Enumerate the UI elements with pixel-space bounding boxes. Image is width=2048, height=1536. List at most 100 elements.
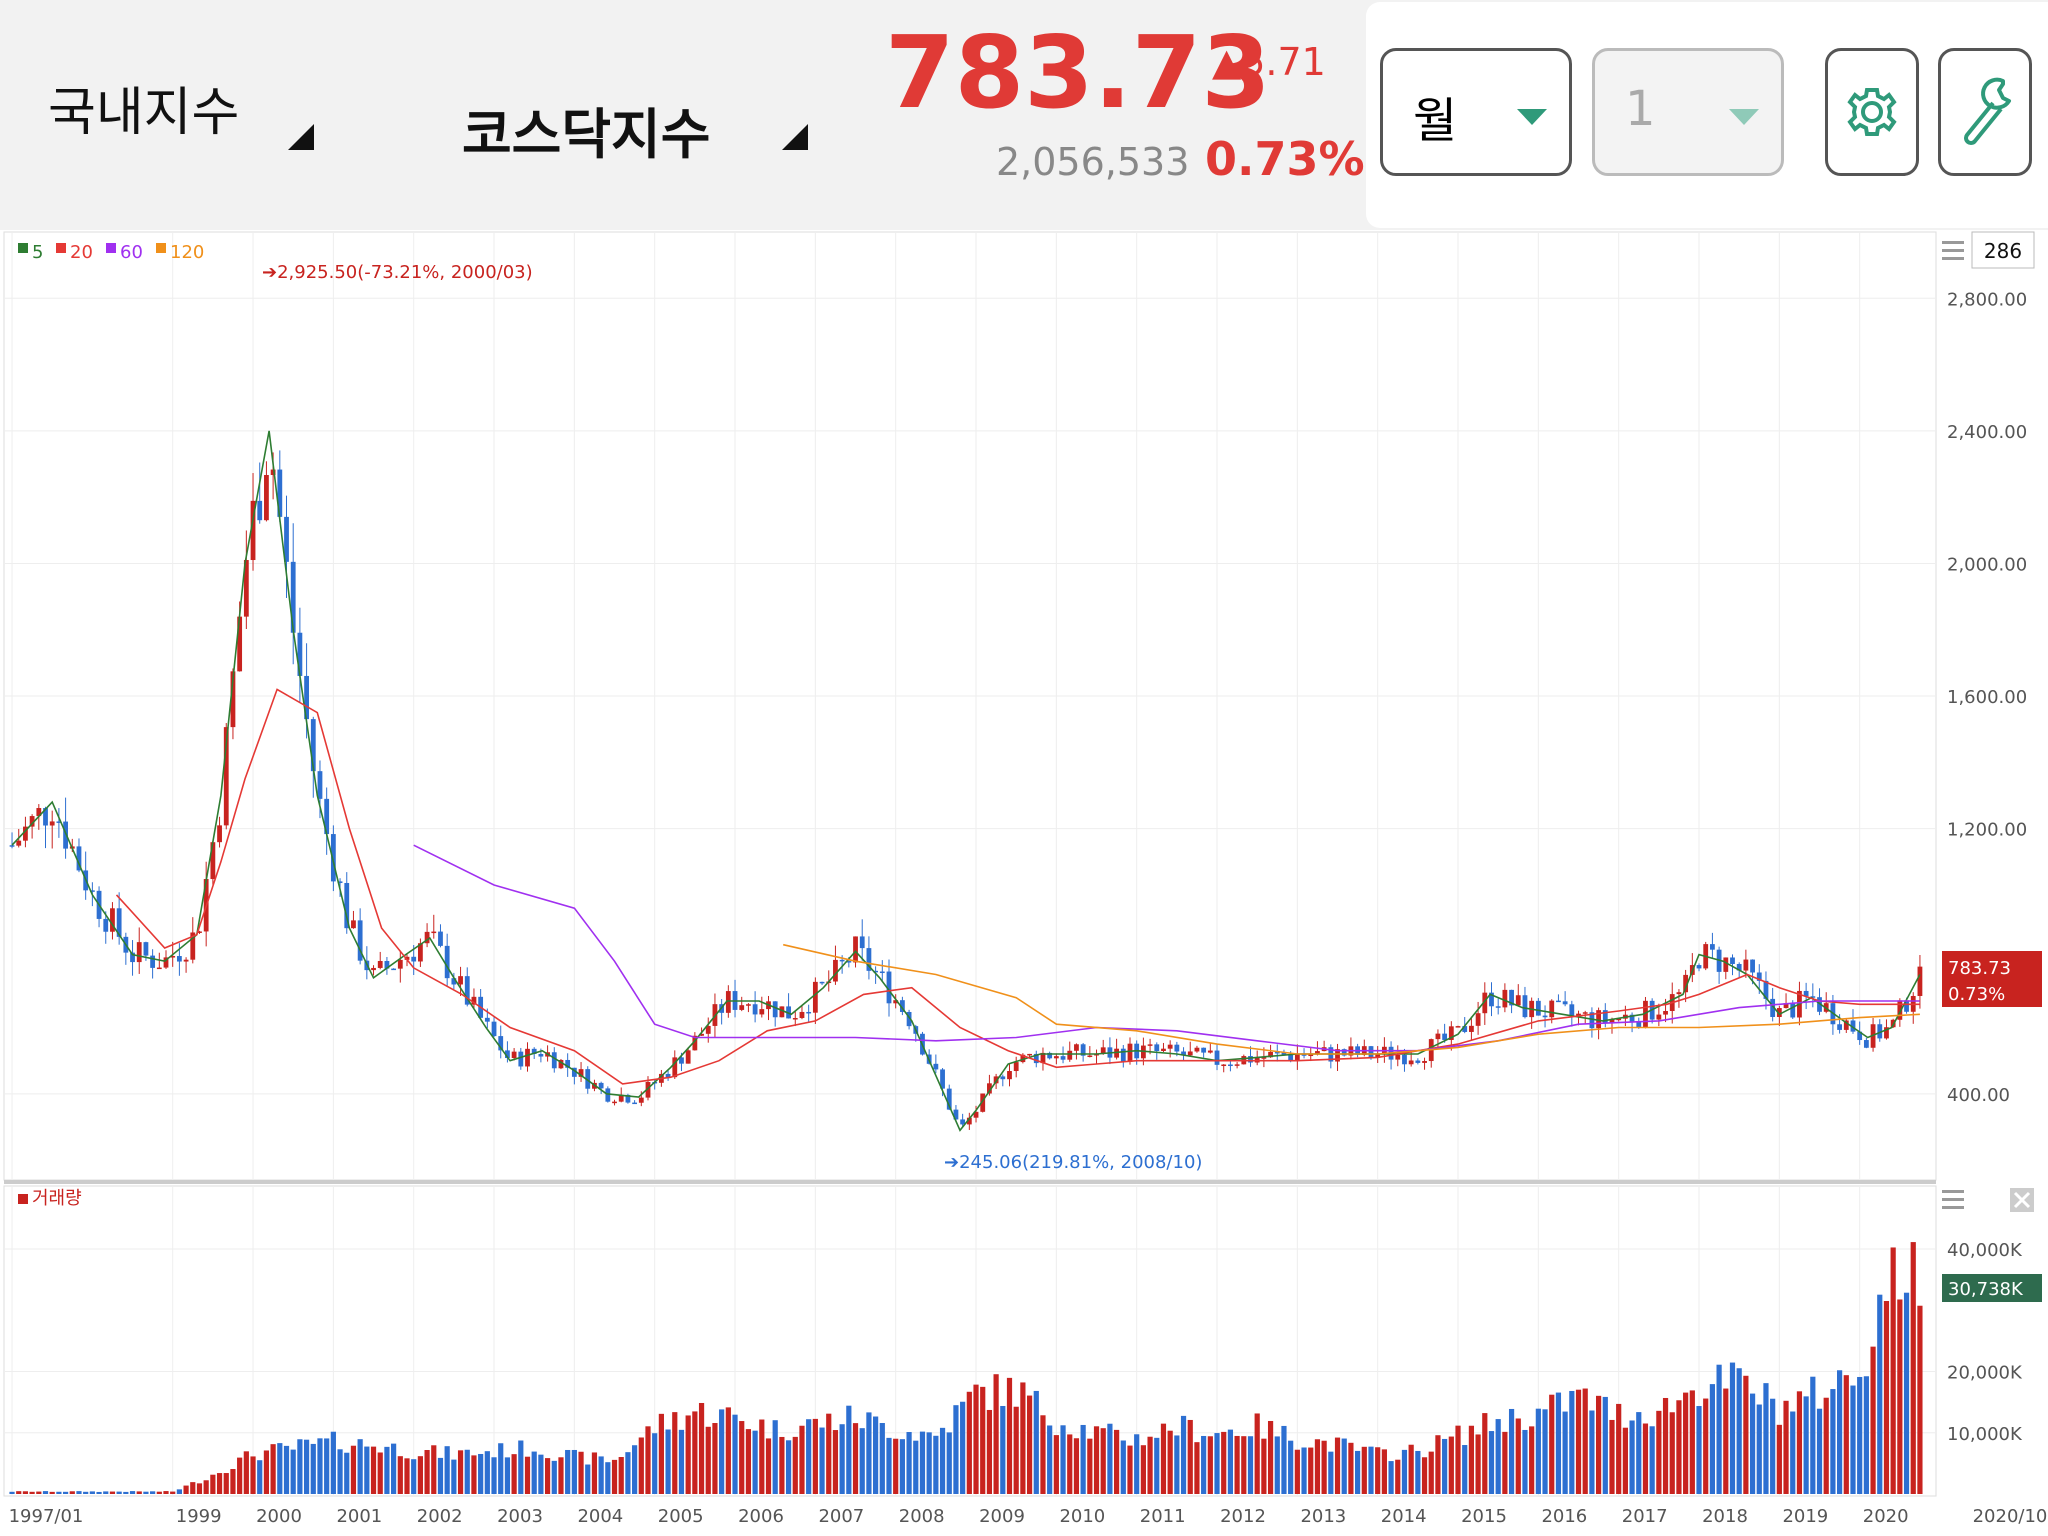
candle-body [103,918,109,932]
candle-body [130,952,135,963]
legend-ma120: 120 [170,242,204,263]
candle-body [1763,980,1769,999]
x-tick-label: 2006 [738,1506,784,1527]
volume-bar [1127,1445,1133,1494]
candle-body [1843,1020,1849,1030]
volume-bar [1421,1457,1428,1494]
volume-bar [1796,1391,1803,1494]
volume-bar [270,1444,276,1494]
volume-bar [370,1446,377,1494]
index-select[interactable]: 코스닥지수 [462,90,710,169]
candle-body [1582,1012,1588,1014]
volume-bar [1823,1397,1829,1494]
candle-body [987,1083,992,1094]
volume-bar [1294,1449,1300,1494]
volume-bar [1254,1413,1260,1494]
volume-bar [437,1457,444,1494]
volume-bar [538,1454,544,1494]
volume-bar [411,1459,417,1494]
candle-body [1710,944,1715,950]
volume-bar [1000,1405,1006,1494]
candle-body [933,1063,939,1070]
candle-body [163,957,169,968]
volume-bar [1388,1461,1394,1494]
candle-body [43,808,48,826]
volume-bar [1703,1398,1709,1494]
settings-button[interactable] [1825,48,1919,176]
volume-bar [899,1439,905,1494]
candle-body [183,959,189,962]
volume-bar [819,1427,825,1494]
candle-body [170,956,176,958]
volume-bar [1040,1415,1046,1494]
volume-bar [1435,1435,1441,1494]
candle-body [679,1057,684,1064]
market-select[interactable]: 국내지수 [48,70,239,145]
x-tick-label: 2000 [256,1506,302,1527]
period-select[interactable]: 월 [1380,48,1572,176]
candle-body [1455,1026,1461,1028]
candle-body [1335,1049,1340,1062]
candle-body [886,971,892,1004]
panel-menu-icon[interactable] [1942,241,1964,260]
tools-button[interactable] [1938,48,2032,176]
wrench-icon [1964,77,2011,145]
trade-volume: 2,056,533 [996,140,1190,184]
candle-body [1596,1010,1602,1029]
period-count-select[interactable]: 1 [1592,48,1784,176]
candle-body [284,516,289,562]
candle-body [1723,957,1729,972]
candle-body [1569,1004,1575,1016]
grid-lines [4,232,1936,1496]
candle-body [498,1036,504,1051]
volume-bar [712,1423,718,1494]
volume-bar [1174,1435,1180,1494]
low-annotation: ➔245.06(219.81%, 2008/10) [944,1152,1202,1173]
x-tick-label: 2019 [1782,1506,1828,1527]
volume-bar [384,1446,390,1494]
candle-body [966,1117,972,1125]
volume-bar [551,1460,557,1494]
close-icon[interactable] [2010,1188,2034,1212]
volume-bar [471,1455,477,1494]
index-dropdown-icon[interactable] [782,124,808,150]
volume-bar [873,1416,879,1494]
header-bar: 국내지수 코스닥지수 783.73 ▲5.71 2,056,533 0.73% … [0,0,2048,230]
svg-text:거래량: 거래량 [32,1188,82,1209]
candle-body [89,890,95,892]
chart-area[interactable]: 1997/01 1999 2000 2001 2002 2003 2004 2005 2006 2… [0,230,2048,1536]
volume-bar [1408,1444,1414,1494]
x-tick-label: 2020 [1863,1506,1909,1527]
candle-body [873,970,879,973]
candle-body [1402,1054,1407,1065]
candle-body [833,959,838,982]
candle-body [839,959,845,962]
ma5-line [11,430,1921,1132]
volume-bar [498,1443,504,1494]
count-box[interactable] [1971,231,2035,269]
period-count-label: 1 [1625,81,1656,137]
volume-bar [337,1449,343,1494]
volume-menu-icon[interactable] [1942,1190,1964,1209]
candle-body [799,1011,805,1019]
volume-bar [1569,1390,1575,1494]
candle-body [297,632,303,676]
volume-bar [1160,1423,1167,1494]
legend-ma5: 5 [32,242,43,263]
volume-bar [457,1450,464,1494]
candle-body [1228,1064,1233,1067]
volume-bar [136,1491,142,1494]
volume-bar [1442,1438,1448,1494]
candle-body [424,931,430,944]
volume-bar [1053,1435,1059,1494]
candle-body [1609,1019,1615,1023]
volume-bar [692,1411,698,1494]
x-tick-label: 2020/10 [1973,1506,2048,1527]
candle-body [1261,1057,1267,1059]
market-dropdown-icon[interactable] [288,124,314,150]
candle-body [451,978,457,985]
x-tick-label: 2017 [1622,1506,1668,1527]
volume-bar [1616,1403,1622,1494]
volume-bar [1167,1430,1173,1494]
volume-bar [277,1443,283,1494]
